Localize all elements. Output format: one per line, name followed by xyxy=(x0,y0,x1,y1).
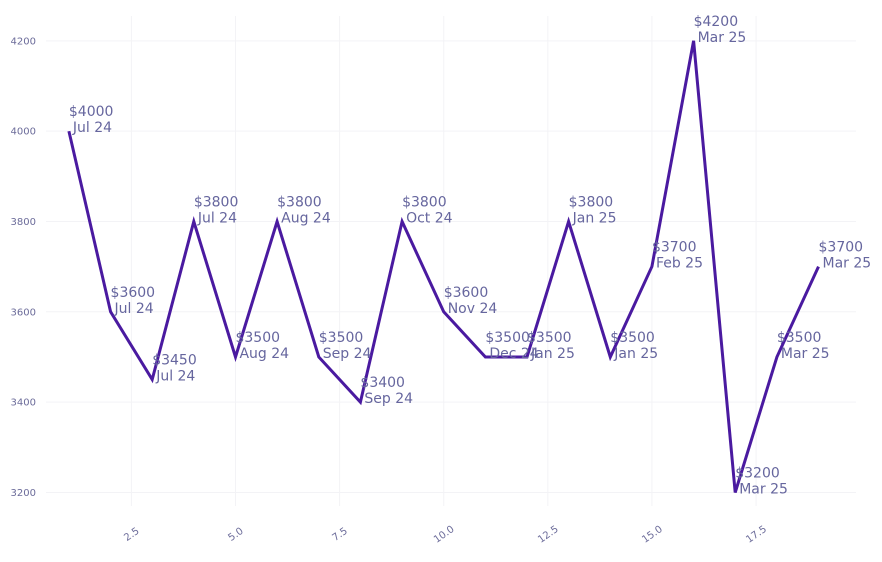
price-label: $3600 xyxy=(444,285,489,301)
date-label: Jul 24 xyxy=(197,210,237,226)
date-label: Dec 24 xyxy=(489,346,538,362)
price-label: $3200 xyxy=(735,465,780,481)
grid xyxy=(46,16,856,506)
price-label: $3700 xyxy=(652,240,697,256)
price-label: $3450 xyxy=(152,353,197,369)
x-tick-label: 12.5 xyxy=(536,524,561,546)
price-label: $3800 xyxy=(194,194,239,210)
x-tick-label: 2.5 xyxy=(122,526,141,544)
y-tick-label: 3800 xyxy=(11,217,36,228)
date-label: Mar 25 xyxy=(823,256,872,272)
price-label: $3500 xyxy=(527,330,572,346)
price-label: $3500 xyxy=(777,330,822,346)
date-label: Mar 25 xyxy=(781,346,830,362)
price-label: $4200 xyxy=(694,14,739,30)
price-label: $3600 xyxy=(111,285,156,301)
price-label: $3800 xyxy=(569,194,614,210)
date-label: Sep 24 xyxy=(364,391,413,407)
price-label: $3400 xyxy=(360,375,405,391)
y-tick-label: 4000 xyxy=(11,127,36,138)
date-label: Oct 24 xyxy=(406,210,453,226)
date-label: Jan 25 xyxy=(613,346,658,362)
x-axis-ticks: 2.5 5.0 7.5 10.0 12.5 15.0 17.5 xyxy=(122,524,769,546)
price-label: $3500 xyxy=(319,330,364,346)
y-tick-label: 4200 xyxy=(11,36,36,47)
price-label: $3500 xyxy=(485,330,530,346)
y-axis-ticks: 3200 3400 3600 3800 4000 4200 xyxy=(11,36,36,499)
x-tick-label: 15.0 xyxy=(640,524,665,546)
date-label: Jul 24 xyxy=(155,369,195,385)
date-label: Jan 25 xyxy=(572,210,617,226)
price-label: $3800 xyxy=(402,194,447,210)
date-label: Jan 25 xyxy=(530,346,575,362)
y-tick-label: 3600 xyxy=(11,307,36,318)
date-label: Aug 24 xyxy=(239,346,289,362)
x-tick-label: 7.5 xyxy=(331,526,350,544)
y-tick-label: 3400 xyxy=(11,398,36,409)
price-label: $3500 xyxy=(235,330,280,346)
date-label: Aug 24 xyxy=(281,210,331,226)
x-tick-label: 10.0 xyxy=(432,524,457,546)
date-label: Jul 24 xyxy=(114,301,154,317)
date-label: Mar 25 xyxy=(698,30,747,46)
price-label: $3700 xyxy=(819,240,864,256)
y-tick-label: 3200 xyxy=(11,488,36,499)
series-line-group xyxy=(67,40,820,493)
date-label: Jul 24 xyxy=(72,120,112,136)
series-line xyxy=(67,40,820,493)
price-label: $3800 xyxy=(277,194,322,210)
date-label: Nov 24 xyxy=(448,301,498,317)
price-label: $4000 xyxy=(69,104,114,120)
x-tick-label: 17.5 xyxy=(744,524,769,546)
price-label: $3500 xyxy=(610,330,655,346)
date-label: Feb 25 xyxy=(656,256,703,272)
date-label: Sep 24 xyxy=(323,346,372,362)
date-label: Mar 25 xyxy=(739,481,788,497)
x-tick-label: 5.0 xyxy=(226,526,245,544)
